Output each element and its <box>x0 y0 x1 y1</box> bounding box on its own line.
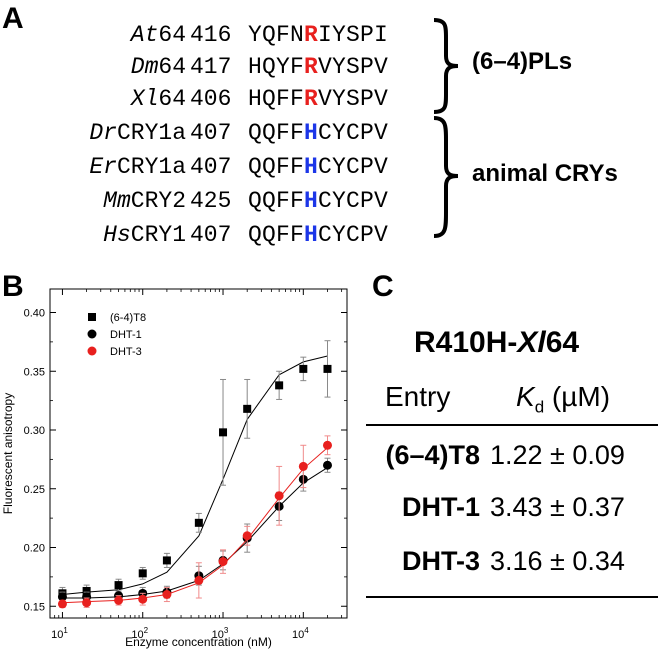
legend-marker <box>87 329 97 339</box>
sequence-segment: HQFFRVYSPV <box>248 86 389 112</box>
highlighted-residue: R <box>304 86 319 112</box>
residue-position: 406 <box>190 86 232 112</box>
anisotropy-chart: 101 102 103 104 0.15 0.20 0.25 0.30 0.35 0.40 Enzy… <box>1 288 348 649</box>
x-tick-label: 104 <box>292 626 309 641</box>
sequence-segment: QQFFHCYCPV <box>248 120 389 146</box>
data-point <box>114 581 123 590</box>
data-point <box>138 569 147 578</box>
legend-marker <box>87 346 97 356</box>
x-tick-label: 103 <box>212 626 229 641</box>
x-axis-label: Enzyme concentration (nM) <box>125 635 272 649</box>
y-axis-label: Fluorescent anisotropy <box>1 393 15 514</box>
alignment-row: At64 416 YQFNRIYSPI <box>0 20 430 50</box>
table-header-rule <box>366 424 658 426</box>
data-point <box>274 491 284 501</box>
highlighted-residue: R <box>304 54 319 80</box>
group-label-animal-crys: animal CRYs <box>472 160 618 187</box>
legend-label: DHT-1 <box>110 329 142 341</box>
highlighted-residue: H <box>304 120 319 146</box>
highlighted-residue: H <box>304 188 319 214</box>
table-entry-name: DHT-1 <box>401 492 480 522</box>
table-title: R410H-Xl64 <box>414 326 580 359</box>
data-point <box>322 440 332 450</box>
protein-name: At64 <box>130 22 186 48</box>
residue-position: 425 <box>190 188 232 214</box>
data-point <box>194 518 203 527</box>
table-entry-name: (6–4)T8 <box>385 440 480 470</box>
group-brace-plls <box>433 18 459 114</box>
sequence-segment: YQFNRIYSPI <box>248 22 389 48</box>
data-point <box>194 575 204 585</box>
sequence-segment: HQYFRVYSPV <box>248 54 389 80</box>
legend-label: DHT-3 <box>110 346 142 358</box>
table-kd-value: 1.22 ± 0.09 <box>490 440 625 470</box>
alignment-row: ErCRY1a 407 QQFFHCYCPV <box>0 152 430 182</box>
panel-label-c: C <box>372 270 394 303</box>
highlighted-residue: H <box>304 222 319 248</box>
x-tick-label: 101 <box>51 626 68 641</box>
alignment-row: Dm64 417 HQYFRVYSPV <box>0 52 430 82</box>
protein-name: ErCRY1a <box>89 154 186 180</box>
fit-curve-0 <box>62 355 328 595</box>
data-point <box>82 586 91 595</box>
group-label-plls: (6–4)PLs <box>472 48 573 75</box>
data-point <box>57 592 67 602</box>
table-entry-name: DHT-3 <box>401 546 480 576</box>
residue-position: 407 <box>190 120 232 146</box>
data-point <box>138 594 148 604</box>
y-tick-label: 0.40 <box>24 308 45 320</box>
table-header-entry: Entry <box>385 381 451 412</box>
data-point <box>322 460 332 470</box>
data-point <box>298 461 308 471</box>
table-bottom-rule <box>366 596 658 598</box>
table-header-kd: Kd (µM) <box>516 381 611 417</box>
table-kd-value: 3.43 ± 0.37 <box>490 492 625 522</box>
x-tick-label: 102 <box>131 626 148 641</box>
data-point <box>82 598 92 608</box>
sequence-segment: QQFFHCYCPV <box>248 188 389 214</box>
data-point <box>162 590 172 599</box>
panel-label-b: B <box>2 270 24 303</box>
alignment-row: DrCRY1a 407 QQFFHCYCPV <box>0 118 430 148</box>
data-point <box>242 531 252 541</box>
residue-position: 416 <box>190 22 232 48</box>
data-point <box>299 364 308 373</box>
data-point <box>323 364 332 373</box>
residue-position: 407 <box>190 222 232 248</box>
data-point <box>243 404 252 413</box>
protein-name: MmCRY2 <box>103 188 186 214</box>
sequence-segment: QQFFHCYCPV <box>248 154 389 180</box>
data-point <box>114 595 124 605</box>
protein-name: Dm64 <box>130 54 186 80</box>
residue-position: 417 <box>190 54 232 80</box>
data-point <box>162 556 171 565</box>
y-tick-label: 0.25 <box>24 484 45 496</box>
highlighted-residue: R <box>304 22 319 48</box>
data-point <box>275 381 284 390</box>
table-kd-value: 3.16 ± 0.34 <box>490 546 625 576</box>
group-brace-animal-crys <box>433 116 459 238</box>
y-tick-label: 0.35 <box>24 366 45 378</box>
data-point <box>218 557 228 567</box>
protein-name: DrCRY1a <box>89 120 186 146</box>
y-tick-label: 0.15 <box>24 601 45 613</box>
sequence-segment: QQFFHCYCPV <box>248 222 389 248</box>
panel-label-a: A <box>2 2 24 35</box>
protein-name: Xl64 <box>130 86 186 112</box>
y-tick-label: 0.20 <box>24 543 45 555</box>
residue-position: 407 <box>190 154 232 180</box>
alignment-row: Xl64 406 HQFFRVYSPV <box>0 84 430 114</box>
alignment-row: MmCRY2 425 QQFFHCYCPV <box>0 186 430 216</box>
legend-marker <box>88 313 96 321</box>
legend-label: (6-4)T8 <box>110 312 146 324</box>
data-point <box>57 599 67 609</box>
protein-name: HsCRY1 <box>103 222 186 248</box>
y-tick-label: 0.30 <box>24 425 45 437</box>
data-point <box>219 428 228 437</box>
highlighted-residue: H <box>304 154 319 180</box>
alignment-row: HsCRY1 407 QQFFHCYCPV <box>0 220 430 250</box>
